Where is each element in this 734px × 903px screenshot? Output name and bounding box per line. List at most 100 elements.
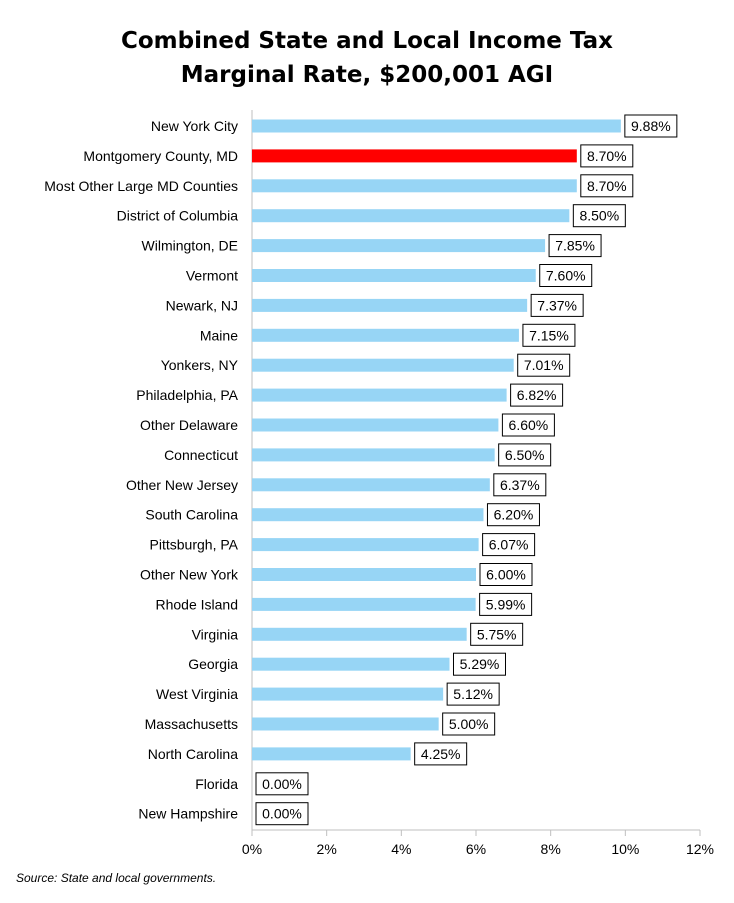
data-label: 9.88% [631, 118, 671, 134]
data-label: 4.25% [421, 746, 461, 762]
category-label: Virginia [192, 626, 239, 642]
category-label: Yonkers, NY [161, 357, 239, 373]
bar [252, 209, 570, 223]
data-label: 8.70% [587, 178, 627, 194]
category-label: West Virginia [156, 686, 238, 702]
data-label-box [486, 503, 540, 527]
x-tick-label: 2% [317, 841, 337, 857]
category-label: Philadelphia, PA [136, 387, 238, 403]
data-label-box [539, 264, 593, 287]
bar [252, 298, 528, 312]
x-tick-label: 4% [391, 841, 411, 857]
bar [252, 538, 479, 552]
data-label: 6.60% [509, 417, 549, 433]
data-label-box [414, 742, 468, 766]
data-label: 7.37% [537, 297, 577, 313]
data-label-box [255, 772, 309, 796]
data-label: 5.00% [449, 716, 489, 732]
data-label-box [572, 204, 626, 228]
data-label-box [580, 174, 634, 198]
bar [252, 328, 519, 342]
x-tick-label: 12% [686, 841, 714, 857]
data-label-box [482, 533, 536, 557]
category-label: Wilmington, DE [142, 238, 238, 254]
category-label: Newark, NJ [166, 297, 238, 313]
data-label-box [522, 323, 576, 347]
chart-title-line-2: Marginal Rate, $200,001 AGI [180, 62, 554, 88]
data-label: 6.00% [486, 567, 526, 583]
data-label: 8.50% [579, 208, 619, 224]
category-label: Florida [195, 776, 238, 792]
bar [252, 747, 411, 761]
category-label: Most Other Large MD Counties [44, 178, 238, 194]
bar [252, 478, 490, 492]
bar [252, 358, 514, 372]
bar [252, 627, 467, 641]
bar [252, 119, 621, 133]
category-label: Connecticut [164, 447, 238, 463]
x-tick-label: 10% [611, 841, 639, 857]
bar [252, 568, 476, 581]
category-label: Rhode Island [155, 596, 238, 612]
data-label-box [479, 592, 533, 616]
category-label: Maine [200, 327, 238, 343]
data-label-box [255, 802, 309, 826]
bar [252, 179, 577, 193]
data-label: 7.85% [555, 238, 595, 254]
bar [252, 149, 577, 163]
x-tick-label: 8% [541, 841, 561, 857]
data-label: 7.60% [546, 268, 586, 284]
category-label: New York City [151, 118, 238, 134]
data-label-box [530, 293, 584, 317]
data-label: 6.82% [517, 387, 557, 403]
data-label: 7.01% [524, 357, 564, 373]
bar [252, 448, 495, 462]
data-label: 0.00% [262, 806, 302, 822]
data-label: 5.12% [453, 686, 493, 702]
data-label-box [470, 622, 524, 646]
data-label: 5.75% [477, 626, 517, 642]
data-label: 6.20% [494, 507, 534, 523]
data-label: 5.99% [486, 596, 526, 612]
bar [252, 388, 507, 402]
bar [252, 687, 444, 701]
category-label: Vermont [186, 268, 238, 284]
data-label: 0.00% [262, 776, 302, 792]
data-label: 6.07% [489, 537, 529, 553]
data-label-box [446, 682, 500, 706]
category-label: District of Columbia [117, 208, 239, 224]
data-label: 7.15% [529, 327, 569, 343]
data-label-box [498, 443, 552, 467]
category-label: Montgomery County, MD [83, 148, 238, 164]
bar [252, 239, 546, 253]
data-label-box [510, 383, 564, 407]
data-label: 5.29% [460, 656, 500, 672]
category-label: Georgia [188, 656, 238, 672]
bar [252, 657, 450, 671]
category-label: Other New York [140, 567, 239, 583]
category-label: Pittsburgh, PA [150, 537, 239, 553]
bar [252, 717, 439, 731]
data-label: 6.37% [500, 477, 540, 493]
bar [252, 508, 484, 522]
data-label-box [452, 652, 506, 676]
bar [252, 597, 476, 611]
x-tick-label: 0% [242, 841, 262, 857]
category-label: North Carolina [148, 746, 238, 762]
bar [252, 269, 536, 282]
data-label-box [624, 114, 678, 138]
data-label-box [493, 473, 547, 497]
category-label: South Carolina [145, 507, 238, 523]
data-label-box [479, 563, 533, 586]
data-label-box [517, 353, 571, 377]
category-label: Massachusetts [145, 716, 238, 732]
chart-title-line-1: Combined State and Local Income Tax [120, 28, 613, 54]
data-label-box [580, 144, 634, 168]
category-label: Other New Jersey [126, 477, 238, 493]
data-label-box [501, 413, 555, 437]
source-note: Source: State and local governments. [16, 871, 217, 885]
data-label-box [442, 712, 496, 736]
category-label: New Hampshire [138, 806, 238, 822]
